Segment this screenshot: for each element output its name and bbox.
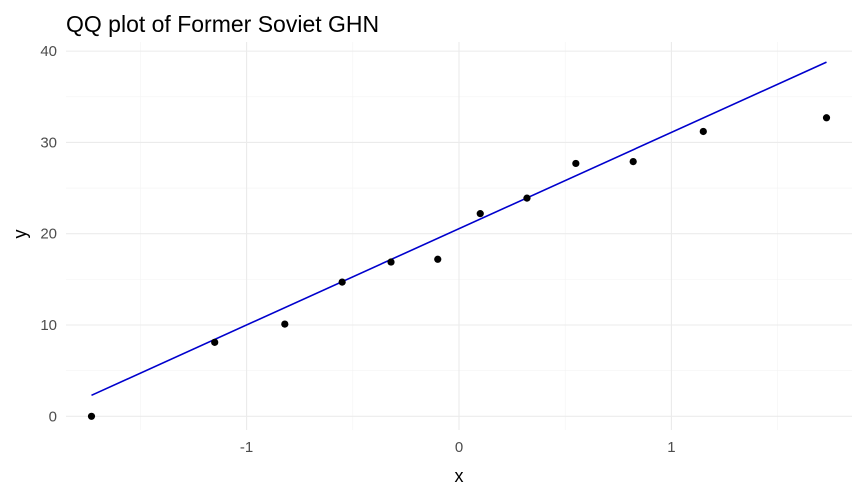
data-points xyxy=(87,114,831,420)
data-point xyxy=(281,320,289,328)
data-point xyxy=(476,210,484,218)
y-axis-title: y xyxy=(10,230,30,239)
y-tick-label: 40 xyxy=(40,43,57,60)
x-tick-label: 1 xyxy=(667,439,675,456)
x-tick-label: 0 xyxy=(455,439,463,456)
data-point xyxy=(572,159,580,168)
data-point xyxy=(822,114,831,122)
data-point xyxy=(523,194,531,202)
data-point xyxy=(338,278,346,286)
y-tick-label: 10 xyxy=(40,317,57,334)
data-point xyxy=(387,258,395,266)
x-tick-label: -1 xyxy=(240,439,253,456)
chart-title: QQ plot of Former Soviet GHN xyxy=(66,11,379,37)
y-tick-label: 20 xyxy=(40,226,57,243)
data-point xyxy=(699,127,707,136)
data-point xyxy=(87,412,96,420)
data-point xyxy=(211,338,219,346)
data-point xyxy=(629,157,637,166)
data-point xyxy=(434,255,442,263)
grid-lines xyxy=(66,42,852,430)
y-tick-label: 0 xyxy=(49,408,57,425)
y-tick-label: 30 xyxy=(40,134,57,151)
y-tick-labels: 0 10 20 30 40 xyxy=(40,43,57,425)
x-tick-labels: -1 0 1 xyxy=(240,439,676,456)
x-axis-title: x xyxy=(455,466,464,486)
